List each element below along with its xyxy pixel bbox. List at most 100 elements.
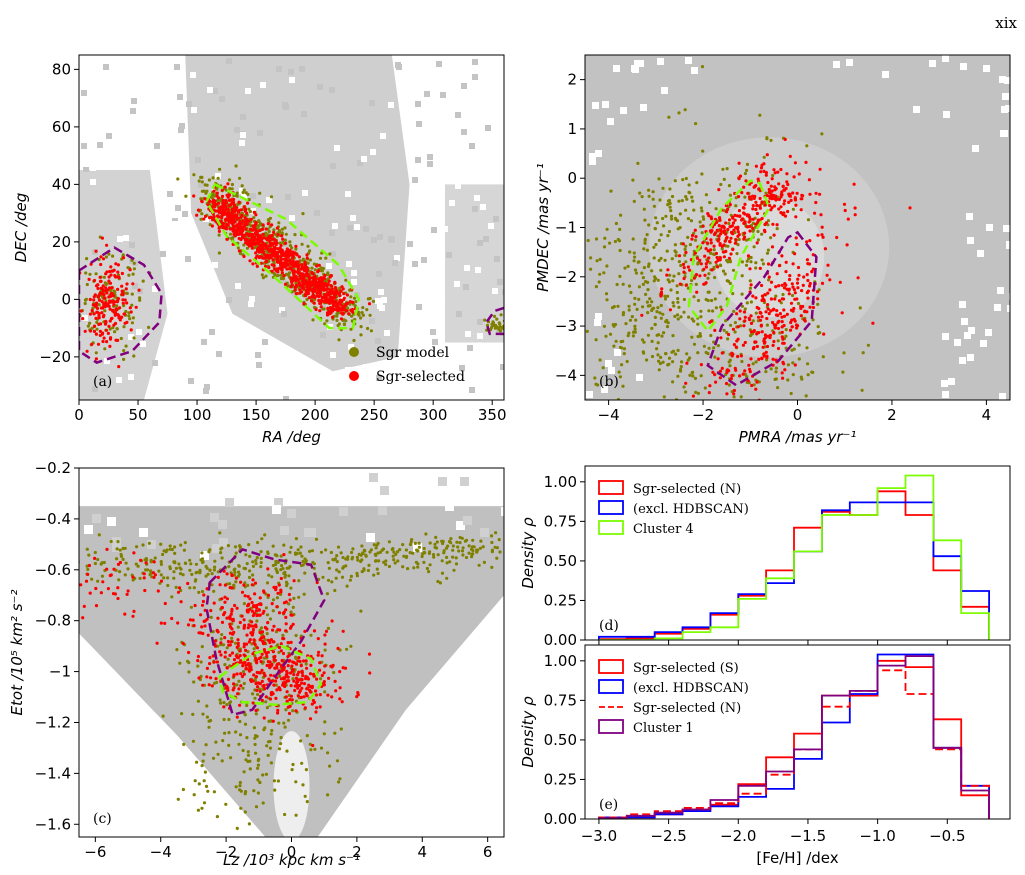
scatter-point-sgr-model [597, 280, 601, 284]
scatter-point-sgr-selected [120, 271, 124, 276]
scatter-point-sgr-selected [105, 547, 109, 552]
scatter-point-sgr-selected [232, 658, 237, 662]
scatter-point-sgr-model [432, 555, 436, 559]
scatter-point-sgr-selected [724, 381, 729, 386]
scatter-point-sgr-selected [196, 654, 200, 659]
scatter-point-sgr-selected [765, 316, 769, 321]
density-cell [363, 226, 369, 232]
scatter-point-sgr-model [297, 595, 301, 599]
scatter-point-sgr-model [344, 319, 348, 323]
density-cell [408, 61, 414, 67]
scatter-point-sgr-model [636, 161, 640, 165]
density-cell [363, 364, 369, 370]
scatter-point-sgr-model [220, 759, 224, 763]
scatter-point-sgr-model [264, 700, 268, 704]
scatter-point-sgr-model [264, 231, 268, 235]
scatter-point-sgr-model [764, 370, 768, 374]
scatter-point-sgr-selected [284, 622, 288, 626]
scatter-point-sgr-model [283, 238, 287, 242]
scatter-point-sgr-selected [794, 236, 798, 240]
scatter-point-sgr-selected [99, 262, 103, 267]
scatter-point-sgr-selected [200, 625, 204, 629]
scatter-point-sgr-selected [706, 212, 710, 216]
x-tick-label-a: 200 [301, 406, 330, 424]
scatter-point-sgr-model [222, 717, 226, 722]
scatter-point-sgr-model [255, 619, 259, 623]
scatter-point-sgr-selected [258, 228, 262, 233]
scatter-point-sgr-selected [309, 663, 313, 668]
scatter-point-sgr-selected [104, 328, 109, 332]
scatter-point-sgr-selected [285, 699, 289, 703]
scatter-point-sgr-selected [282, 611, 286, 615]
scatter-point-sgr-model [238, 780, 242, 785]
scatter-point-sgr-model [87, 553, 91, 557]
scatter-point-sgr-selected [232, 682, 236, 686]
scatter-point-sgr-model [690, 371, 694, 375]
scatter-point-sgr-model [198, 571, 202, 575]
density-cell [397, 77, 403, 83]
scatter-point-sgr-model [281, 847, 284, 850]
scatter-point-sgr-model [384, 559, 388, 563]
scatter-point-sgr-model [197, 590, 201, 595]
scatter-point-sgr-model [71, 337, 74, 340]
scatter-point-sgr-model [860, 388, 864, 392]
density-cell [230, 394, 236, 400]
scatter-point-sgr-model [743, 171, 748, 176]
scatter-point-sgr-model [103, 309, 107, 313]
scatter-point-sgr-selected [749, 314, 753, 318]
scatter-point-sgr-selected [320, 673, 324, 678]
scatter-point-sgr-model [757, 380, 761, 384]
scatter-point-sgr-selected [754, 164, 759, 168]
scatter-point-sgr-selected [755, 204, 759, 208]
density-cell [437, 150, 443, 156]
scatter-point-sgr-model [111, 254, 115, 258]
scatter-point-sgr-model [433, 542, 437, 546]
scatter-point-sgr-model [740, 359, 744, 364]
scatter-point-sgr-model [256, 766, 260, 770]
scatter-point-sgr-model [88, 321, 92, 325]
scatter-point-sgr-selected [116, 263, 120, 267]
scatter-point-sgr-selected [236, 638, 240, 642]
scatter-point-sgr-selected [202, 217, 206, 221]
density-cell [347, 225, 353, 231]
scatter-point-sgr-selected [101, 331, 105, 335]
scatter-point-sgr-model [104, 282, 108, 286]
scatter-point-sgr-selected [125, 320, 129, 324]
scatter-point-sgr-selected [99, 286, 103, 290]
scatter-point-sgr-model [344, 557, 348, 561]
scatter-point-sgr-selected [787, 200, 791, 204]
scatter-point-sgr-selected [244, 642, 249, 646]
scatter-point-sgr-selected [279, 649, 283, 653]
scatter-point-sgr-model [734, 196, 738, 200]
scatter-point-sgr-model [226, 544, 230, 548]
scatter-point-sgr-model [300, 563, 304, 568]
scatter-point-sgr-model [368, 550, 372, 554]
scatter-point-sgr-model [246, 753, 250, 757]
scatter-point-sgr-model [278, 674, 282, 678]
scatter-point-sgr-model [356, 558, 360, 562]
scatter-point-sgr-model [306, 261, 310, 265]
scatter-point-sgr-model [259, 556, 263, 561]
density-cell [392, 260, 398, 266]
scatter-point-sgr-model [268, 617, 273, 621]
scatter-point-sgr-model [97, 303, 101, 307]
scatter-point-sgr-model [728, 193, 733, 197]
scatter-point-sgr-selected [766, 291, 770, 295]
scatter-point-sgr-model [701, 149, 705, 153]
scatter-point-sgr-model [170, 595, 174, 599]
scatter-point-sgr-model [594, 338, 598, 342]
density-cell [442, 226, 448, 232]
scatter-point-sgr-selected [225, 237, 229, 241]
scatter-point-sgr-selected [753, 185, 757, 189]
scatter-point-sgr-selected [729, 224, 734, 228]
density-cell [204, 384, 210, 390]
scatter-point-sgr-selected [322, 680, 326, 684]
density-cell [431, 310, 437, 316]
scatter-point-sgr-model [663, 294, 667, 298]
scatter-point-sgr-model [284, 580, 289, 584]
scatter-point-sgr-selected [795, 242, 799, 247]
scatter-point-sgr-selected [226, 688, 230, 693]
scatter-point-sgr-selected [251, 627, 256, 632]
scatter-point-sgr-selected [814, 200, 818, 205]
scatter-point-sgr-model [666, 321, 670, 325]
